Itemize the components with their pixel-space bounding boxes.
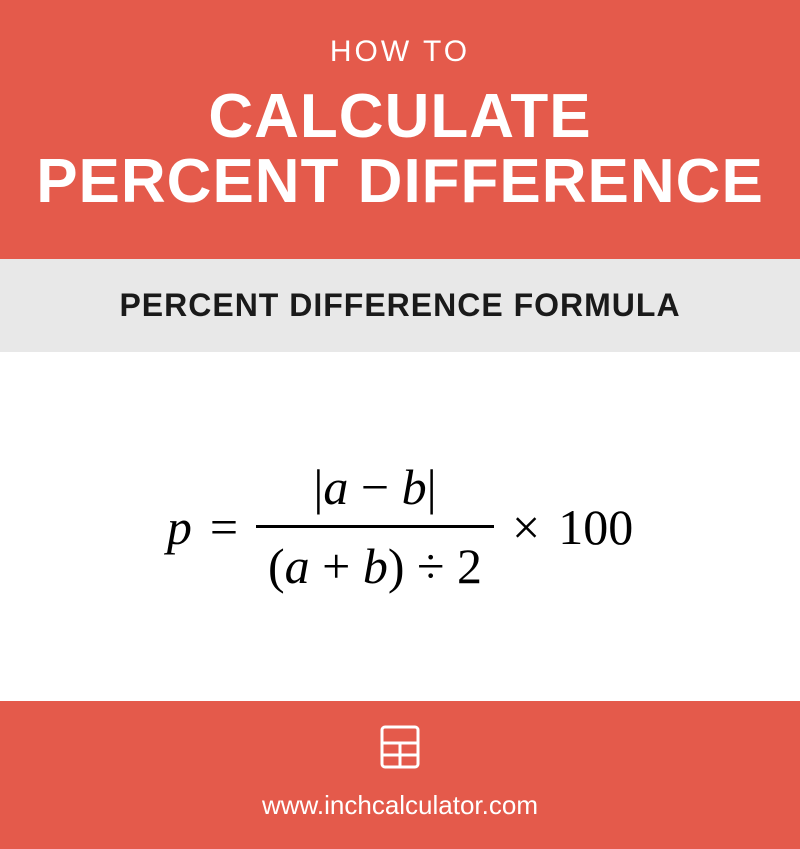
denominator-var-a: a <box>285 538 310 594</box>
times-sign: × <box>512 498 540 556</box>
abs-close: | <box>427 459 437 515</box>
numerator-var-b: b <box>402 459 427 515</box>
denominator-plus: + <box>322 538 350 594</box>
title-line-2: PERCENT DIFFERENCE <box>36 147 764 216</box>
header-section: HOW TO CALCULATE PERCENT DIFFERENCE <box>0 0 800 259</box>
equals-sign: = <box>210 498 238 556</box>
denominator: (a + b) ÷ 2 <box>256 528 494 601</box>
main-title: CALCULATE PERCENT DIFFERENCE <box>20 84 780 214</box>
subtitle-text: PERCENT DIFFERENCE FORMULA <box>20 287 780 324</box>
paren-open: ( <box>268 538 285 594</box>
multiplier-value: 100 <box>558 498 633 556</box>
title-line-1: CALCULATE <box>208 82 591 151</box>
footer-section: www.inchcalculator.com <box>0 701 800 849</box>
divide-sign: ÷ <box>417 538 444 594</box>
result-variable: p <box>167 498 192 556</box>
abs-open: | <box>313 459 323 515</box>
paren-close: ) <box>388 538 405 594</box>
subtitle-section: PERCENT DIFFERENCE FORMULA <box>0 259 800 352</box>
formula-section: p = |a − b| (a + b) ÷ 2 × 100 <box>0 352 800 701</box>
calculator-icon <box>376 723 424 776</box>
fraction: |a − b| (a + b) ÷ 2 <box>256 452 494 601</box>
divisor: 2 <box>457 538 482 594</box>
numerator: |a − b| <box>301 452 448 525</box>
numerator-var-a: a <box>323 459 348 515</box>
numerator-minus: − <box>361 459 389 515</box>
formula-equation: p = |a − b| (a + b) ÷ 2 × 100 <box>167 452 633 601</box>
website-url: www.inchcalculator.com <box>20 790 780 821</box>
overline-text: HOW TO <box>20 35 780 69</box>
denominator-var-b: b <box>363 538 388 594</box>
